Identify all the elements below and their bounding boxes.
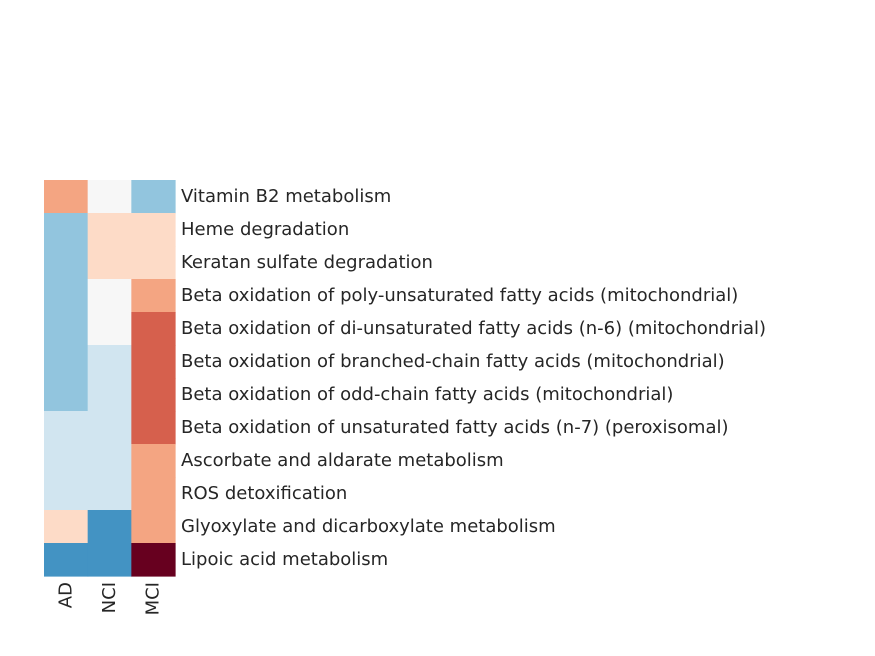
heatmap-cell <box>87 180 132 214</box>
row-label: Lipoic acid metabolism <box>181 549 388 570</box>
heatmap-cell <box>87 444 132 478</box>
column-label: MCI <box>143 582 164 615</box>
heatmap-cell <box>131 246 176 280</box>
heatmap-cell <box>44 345 89 379</box>
heatmap-cells <box>44 180 176 577</box>
heatmap-cell <box>44 180 89 214</box>
heatmap-cell <box>44 411 89 445</box>
heatmap-cell <box>87 477 132 511</box>
heatmap-cell <box>44 213 89 247</box>
heatmap-cell <box>131 279 176 313</box>
heatmap-cell <box>44 477 89 511</box>
heatmap-cell <box>87 213 132 247</box>
heatmap-cell <box>44 378 89 412</box>
column-label: NCI <box>99 582 120 613</box>
row-label: Vitamin B2 metabolism <box>181 186 391 207</box>
heatmap-cell <box>131 312 176 346</box>
column-label: AD <box>55 582 76 608</box>
row-label: ROS detoxification <box>181 483 347 504</box>
heatmap-cell <box>131 345 176 379</box>
row-label: Beta oxidation of branched-chain fatty a… <box>181 351 725 372</box>
heatmap-cell <box>131 510 176 544</box>
heatmap-cell <box>87 411 132 445</box>
heatmap-cell <box>87 246 132 280</box>
heatmap-cell <box>44 510 89 544</box>
heatmap-cell <box>87 510 132 544</box>
heatmap-cell <box>131 378 176 412</box>
heatmap-cell <box>87 378 132 412</box>
row-label: Beta oxidation of unsaturated fatty acid… <box>181 417 729 438</box>
column-labels: AD NCI MCI <box>55 582 163 615</box>
row-label: Glyoxylate and dicarboxylate metabolism <box>181 516 556 537</box>
heatmap-cell <box>131 543 176 577</box>
heatmap-cell <box>44 279 89 313</box>
row-label: Ascorbate and aldarate metabolism <box>181 450 504 471</box>
heatmap-cell <box>44 444 89 478</box>
heatmap-cell <box>131 477 176 511</box>
row-label: Heme degradation <box>181 219 349 240</box>
row-labels: Vitamin B2 metabolism Heme degradation Ker… <box>181 186 766 570</box>
heatmap-cell <box>87 279 132 313</box>
row-label: Beta oxidation of odd-chain fatty acids … <box>181 384 673 405</box>
heatmap-cell <box>44 246 89 280</box>
heatmap-cell <box>131 213 176 247</box>
heatmap-cell <box>44 543 89 577</box>
heatmap-cell <box>131 444 176 478</box>
heatmap-cell <box>131 180 176 214</box>
heatmap-cell <box>131 411 176 445</box>
row-label: Beta oxidation of poly-unsaturated fatty… <box>181 285 738 306</box>
heatmap-cell <box>44 312 89 346</box>
heatmap-cell <box>87 543 132 577</box>
heatmap-cell <box>87 345 132 379</box>
row-label: Keratan sulfate degradation <box>181 252 433 273</box>
row-label: Beta oxidation of di-unsaturated fatty a… <box>181 318 766 339</box>
heatmap-cell <box>87 312 132 346</box>
